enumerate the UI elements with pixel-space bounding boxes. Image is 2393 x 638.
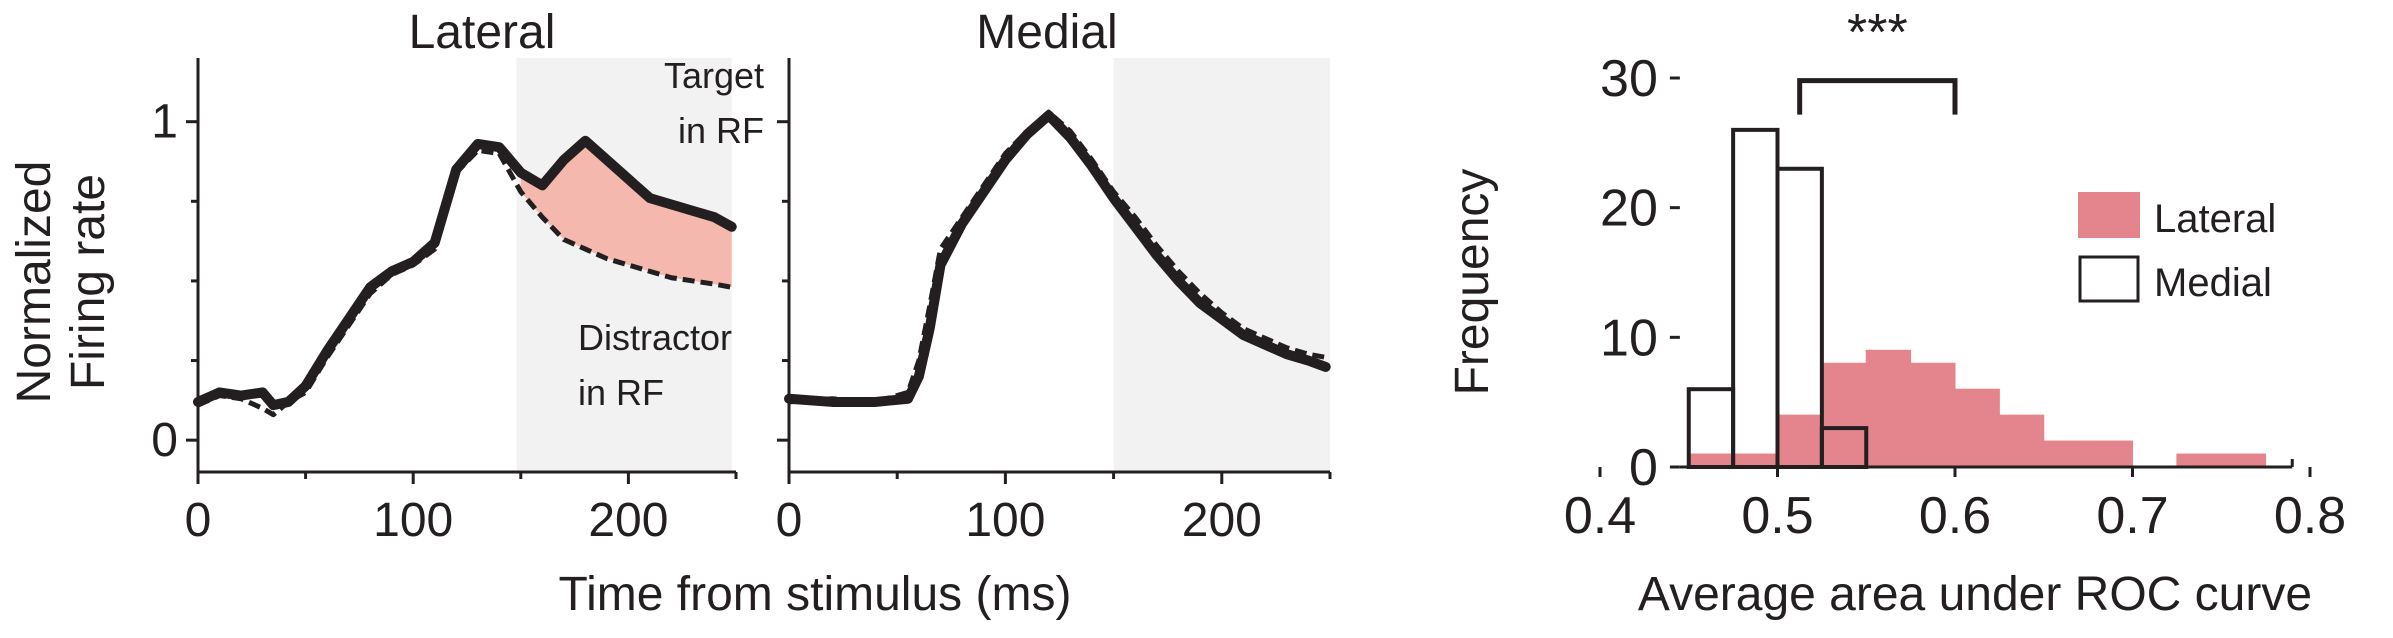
lateral-annotation-distractor: Distractor bbox=[578, 317, 732, 358]
legend-medial-label: Medial bbox=[2154, 261, 2272, 305]
lateral-histogram-bar bbox=[1777, 414, 1823, 468]
lateral-y-tick-label: 1 bbox=[151, 96, 178, 149]
lateral-histogram-bar bbox=[2043, 440, 2089, 468]
histogram-ylabel: Frequency bbox=[1446, 169, 1499, 396]
histogram-x-tick-label: 0.4 bbox=[1564, 487, 1636, 545]
medial-panel: Medial 0 100 200 bbox=[776, 6, 1332, 547]
medial-x-tick-label: 100 bbox=[965, 494, 1045, 547]
lateral-difference-shading bbox=[520, 140, 732, 288]
histogram-y-tick-label: 30 bbox=[1600, 50, 1658, 108]
lateral-title: Lateral bbox=[409, 6, 556, 59]
legend-lateral-label: Lateral bbox=[2154, 197, 2276, 241]
histogram-y-tick-label: 0 bbox=[1629, 439, 1658, 497]
medial-histogram-bar bbox=[1731, 127, 1780, 469]
lateral-x-tick-label: 100 bbox=[373, 494, 453, 547]
lateral-target-line bbox=[193, 135, 737, 411]
lateral-histogram-bar bbox=[1954, 388, 2000, 468]
histogram-y-tick-label: 10 bbox=[1600, 309, 1658, 367]
lateral-histogram-bar bbox=[2176, 453, 2222, 468]
lateral-x-tick-label: 0 bbox=[185, 494, 212, 547]
medial-x-tick-label: 0 bbox=[776, 494, 803, 547]
histogram-x-tick-label: 0.7 bbox=[2096, 487, 2168, 545]
lateral-annotation-distractor: in RF bbox=[578, 372, 664, 413]
legend-medial-swatch bbox=[2078, 255, 2140, 303]
lateral-histogram-bar bbox=[1998, 414, 2045, 468]
medial-title: Medial bbox=[976, 6, 1117, 59]
medial-target-line bbox=[784, 110, 1331, 407]
medial-x-tick-label: 200 bbox=[1182, 494, 1262, 547]
shared-ylabel-line1: Normalized bbox=[8, 161, 61, 404]
lateral-panel: Lateral 0 100 200 0 1 Target in RF Distractor in… bbox=[151, 6, 764, 547]
significance-bracket bbox=[1797, 78, 1958, 115]
histogram-x-tick-label: 0.6 bbox=[1919, 487, 1991, 545]
lateral-x-tick-label: 200 bbox=[588, 494, 668, 547]
histogram-x-tick-label: 0.8 bbox=[2274, 487, 2346, 545]
lateral-histogram-bar bbox=[2087, 440, 2133, 468]
lateral-histogram-bar bbox=[2220, 453, 2267, 468]
medial-analysis-window bbox=[1113, 58, 1330, 472]
auc-histogram-panel: Average area under ROC curve Frequency 0… bbox=[1446, 4, 2346, 621]
lateral-annotation-target: Target bbox=[664, 55, 764, 96]
lateral-annotation-target: in RF bbox=[678, 110, 764, 151]
shared-ylabel-line2: Firing rate bbox=[62, 174, 115, 390]
histogram-y-tick-label: 20 bbox=[1600, 180, 1658, 238]
shared-xlabel: Time from stimulus (ms) bbox=[559, 568, 1072, 621]
lateral-y-tick-label: 0 bbox=[151, 414, 178, 467]
histogram-xlabel: Average area under ROC curve bbox=[1638, 568, 2312, 621]
histogram-x-tick-label: 0.5 bbox=[1741, 487, 1813, 545]
lateral-histogram-bar bbox=[1821, 362, 1867, 468]
legend-lateral-swatch bbox=[2078, 192, 2140, 238]
significance-label: *** bbox=[1847, 4, 1908, 62]
lateral-histogram-bar bbox=[1865, 349, 1912, 468]
lateral-histogram-bar bbox=[1910, 362, 1956, 468]
